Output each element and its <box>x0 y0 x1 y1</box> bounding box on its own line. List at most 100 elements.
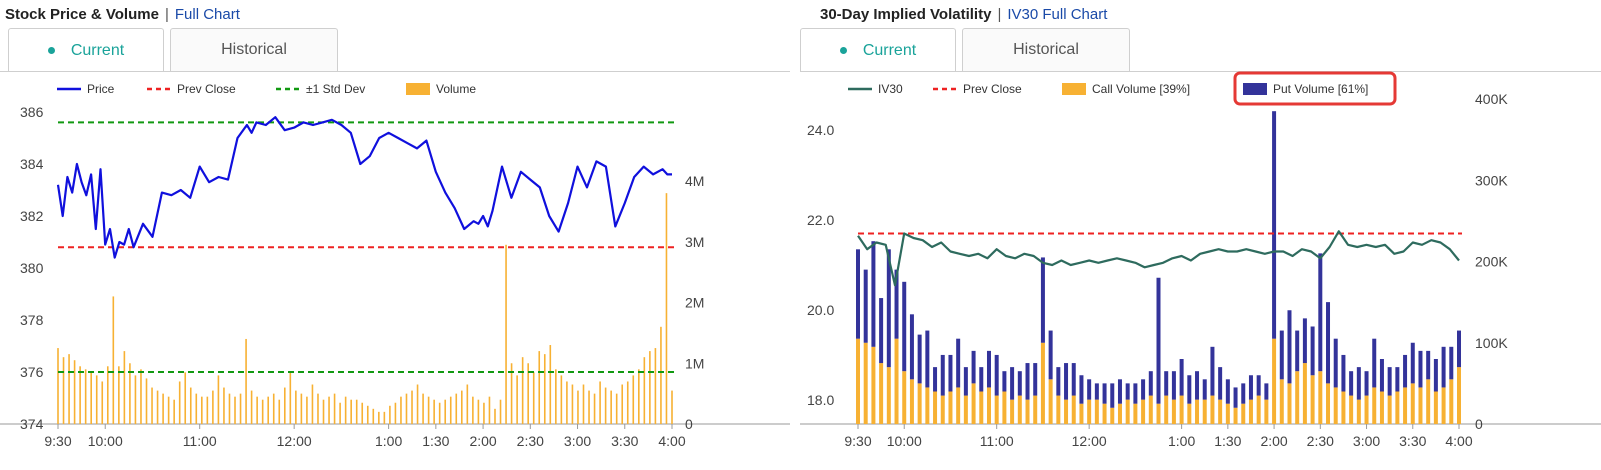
call-volume-bar <box>879 363 884 424</box>
volume-bar <box>178 381 181 424</box>
call-volume-bar <box>1110 407 1115 424</box>
volume-bar <box>405 393 408 424</box>
volume-bar <box>62 357 65 424</box>
legend-call-volume-label: Call Volume [39%] <box>1092 82 1190 96</box>
volume-bar <box>162 393 164 424</box>
call-volume-bar <box>1318 371 1323 424</box>
tab-label: Historical <box>1013 41 1079 58</box>
volume-bar <box>649 351 651 424</box>
call-volume-bar <box>1379 391 1384 424</box>
x-tick-label: 10:00 <box>887 433 922 449</box>
tab-historical[interactable]: Historical <box>962 28 1130 71</box>
volume-bar <box>140 369 142 424</box>
implied-volatility-panel: 30-Day Implied Volatility | IV30 Full Char… <box>800 0 1601 470</box>
call-volume-bar <box>1048 379 1053 424</box>
y-tick-label: 382 <box>20 208 44 224</box>
tab-label: Current <box>70 41 125 59</box>
put-volume-bar <box>1410 342 1415 384</box>
put-volume-bar <box>1395 367 1400 392</box>
iv30-line <box>857 230 1460 287</box>
call-volume-bar <box>894 338 899 424</box>
y2-tick-label: 0 <box>1475 416 1483 432</box>
call-volume-bar <box>1164 395 1169 424</box>
volume-bar <box>494 408 496 424</box>
put-volume-bar <box>1256 375 1261 396</box>
put-volume-bar <box>994 354 999 396</box>
put-volume-bar <box>971 350 976 384</box>
put-volume-bar <box>933 367 938 392</box>
y2-tick-label: 100K <box>1475 335 1508 351</box>
put-volume-bar <box>902 281 907 372</box>
iv30-full-chart-link[interactable]: IV30 Full Chart <box>1007 6 1108 23</box>
volume-bar <box>643 357 646 424</box>
tab-historical[interactable]: Historical <box>170 28 338 71</box>
call-volume-bar <box>1279 379 1284 424</box>
volume-bar <box>245 338 247 424</box>
volume-bar <box>543 354 546 424</box>
volume-bar <box>593 393 596 424</box>
call-volume-bar <box>1171 399 1176 424</box>
put-volume-bar <box>886 249 891 368</box>
tab-current[interactable]: Current <box>800 28 956 72</box>
volume-bar <box>389 405 391 424</box>
tab-label: Current <box>862 41 917 59</box>
call-volume-bar <box>1094 399 1099 424</box>
x-tick-label: 1:00 <box>1168 433 1195 449</box>
volume-bar <box>571 384 574 424</box>
x-tick-label: 11:00 <box>183 433 217 449</box>
put-volume-bar <box>1426 350 1431 380</box>
x-tick-label: 1:00 <box>375 433 402 449</box>
x-tick-label: 1:30 <box>422 433 449 449</box>
volume-bar <box>261 399 264 424</box>
y2-tick-label: 3M <box>685 234 704 250</box>
call-volume-bar <box>1102 403 1107 424</box>
volume-bar <box>306 396 308 424</box>
call-volume-bar <box>1002 391 1007 424</box>
call-volume-bar <box>1326 383 1331 424</box>
put-volume-bar <box>979 367 984 392</box>
volume-bar <box>134 375 137 424</box>
volume-bar <box>295 390 297 424</box>
volume-bar <box>167 396 170 424</box>
volume-bar <box>283 387 286 424</box>
y-tick-label: 374 <box>20 416 44 432</box>
put-volume-bar <box>1040 257 1045 343</box>
volume-bar <box>239 393 242 424</box>
y2-tick-label: 300K <box>1475 172 1508 188</box>
call-volume-bar <box>1179 395 1184 424</box>
volume-bar <box>289 372 292 424</box>
call-volume-bar <box>1264 399 1269 424</box>
legend-prev_close-label: Prev Close <box>177 82 236 96</box>
call-volume-bar <box>1233 407 1238 424</box>
put-volume-bar <box>1171 371 1176 400</box>
call-volume-bar <box>1295 371 1300 424</box>
volume-bar <box>195 393 198 424</box>
volume-bar <box>223 387 225 424</box>
call-volume-bar <box>963 395 968 424</box>
call-volume-bar <box>902 371 907 424</box>
call-volume-bar <box>1333 387 1338 424</box>
y2-tick-label: 1M <box>685 355 704 371</box>
x-tick-label: 3:30 <box>611 433 638 449</box>
volume-bar <box>372 408 375 424</box>
put-volume-bar <box>1387 367 1392 396</box>
put-volume-bar <box>879 298 884 364</box>
put-volume-bar <box>1156 277 1161 404</box>
full-chart-link[interactable]: Full Chart <box>174 6 240 23</box>
volume-bar <box>333 393 336 424</box>
call-volume-bar <box>1225 403 1230 424</box>
legend-iv30-label: IV30 <box>878 82 903 96</box>
tab-current[interactable]: Current <box>8 28 164 72</box>
tab-divider <box>0 71 790 72</box>
put-volume-bar <box>1010 367 1015 400</box>
put-volume-bar <box>1117 379 1122 404</box>
volume-bar <box>322 399 325 424</box>
put-volume-bar <box>917 334 922 384</box>
y2-tick-label: 0 <box>685 416 693 432</box>
volume-bar <box>68 354 70 424</box>
put-volume-bar <box>1403 354 1408 388</box>
volume-bar <box>317 393 319 424</box>
put-volume-bar <box>1318 253 1323 372</box>
x-tick-label: 3:00 <box>1353 433 1380 449</box>
volume-bar <box>361 402 364 424</box>
